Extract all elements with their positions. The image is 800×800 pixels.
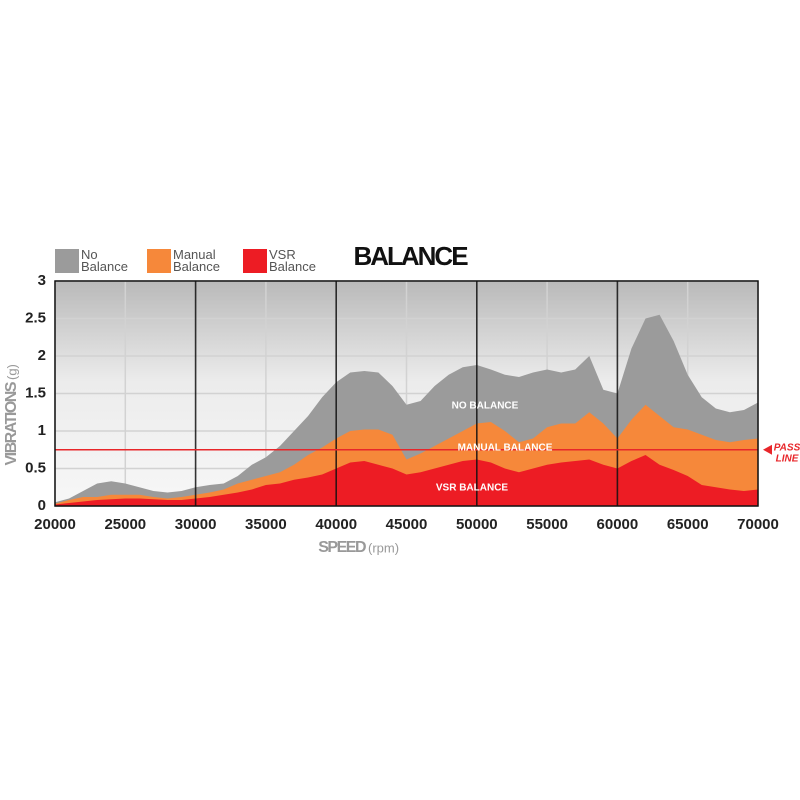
x-axis-label: SPEED: [318, 539, 366, 556]
y-tick-label: 1.5: [25, 384, 46, 401]
x-tick-label: 20000: [34, 516, 76, 533]
x-tick-label: 25000: [104, 516, 146, 533]
x-tick-label: 30000: [175, 516, 217, 533]
area: [55, 455, 758, 506]
x-tick-label: 45000: [386, 516, 428, 533]
x-tick-label: 60000: [597, 516, 639, 533]
x-tick-label: 35000: [245, 516, 287, 533]
legend-label: No Balance: [81, 247, 128, 274]
x-tick-label: 70000: [737, 516, 779, 533]
legend-item: VSR Balance: [243, 247, 325, 274]
legend-label: VSR Balance: [269, 247, 316, 274]
x-tick-label: 55000: [526, 516, 568, 533]
y-tick-label: 1: [38, 422, 46, 439]
x-axis-unit: (rpm): [368, 540, 399, 555]
area-label: MANUAL BALANCE: [458, 443, 553, 454]
y-tick-label: 0.5: [25, 459, 46, 476]
chart-title: BALANCE: [353, 241, 468, 271]
x-tick-label: 50000: [456, 516, 498, 533]
pass-line-label: LINE: [776, 453, 799, 464]
legend-item: Manual Balance: [147, 247, 229, 274]
legend-swatch: [147, 249, 171, 273]
y-axis-label: VIBRATIONS: [3, 381, 20, 465]
area-label: NO BALANCE: [452, 401, 519, 412]
y-tick-label: 3: [38, 272, 46, 289]
plot-border: [54, 280, 759, 507]
y-tick-label: 2.5: [25, 309, 46, 326]
legend-swatch: [55, 249, 79, 273]
y-tick-label: 2: [38, 347, 46, 364]
area-label: VSR BALANCE: [436, 483, 509, 494]
y-axis-unit: (g): [4, 364, 19, 380]
legend-swatch: [243, 249, 267, 273]
pass-line-arrow: [763, 444, 772, 455]
legend-label: Manual Balance: [173, 247, 220, 274]
x-tick-label: 40000: [315, 516, 357, 533]
y-tick-label: 0: [38, 497, 46, 514]
pass-line-label: PASS: [774, 442, 800, 453]
legend-item: No Balance: [55, 247, 137, 274]
x-tick-label: 65000: [667, 516, 709, 533]
